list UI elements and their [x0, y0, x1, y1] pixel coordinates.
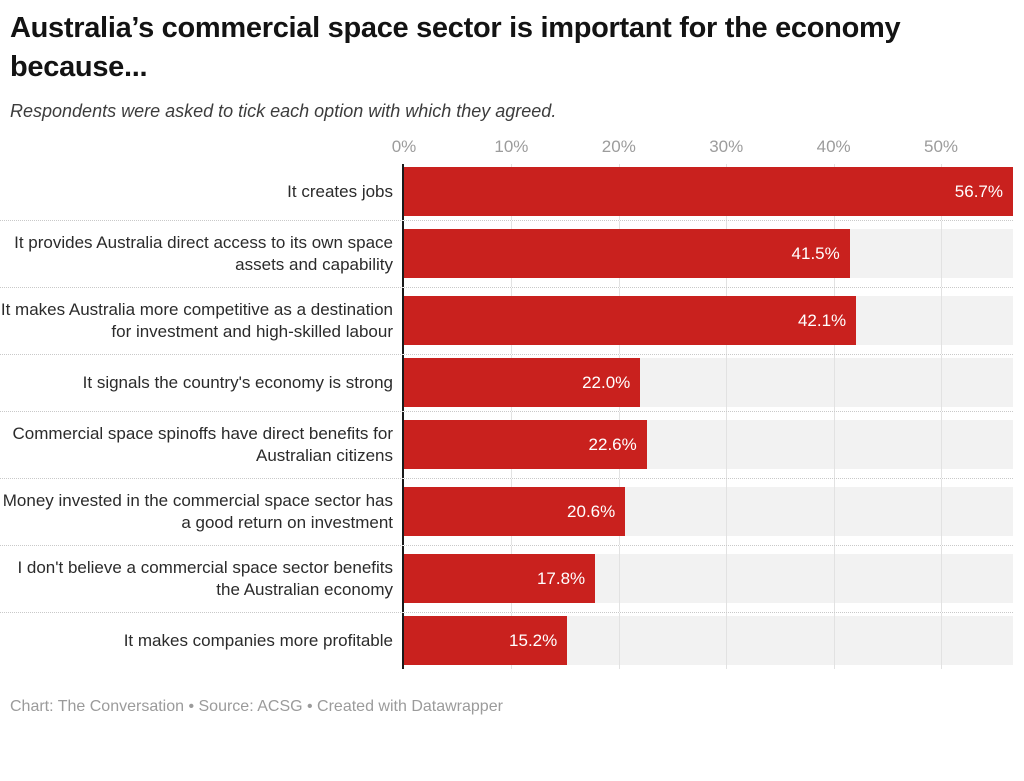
bar-chart: It creates jobs 56.7% It provides Australi… — [0, 163, 1013, 669]
bar-track: 17.8% — [404, 554, 1013, 604]
category-label: I don't believe a commercial space secto… — [17, 557, 393, 599]
bar-area: 42.1% — [402, 287, 1013, 354]
gridline — [833, 478, 835, 545]
gridline — [941, 612, 943, 669]
bar-value-label: 17.8% — [536, 568, 586, 588]
category-label: Commercial space spinoffs have direct be… — [12, 423, 393, 465]
bar-track: 41.5% — [404, 229, 1013, 279]
category-label: It provides Australia direct access to i… — [14, 232, 393, 274]
bar-track: 22.6% — [404, 420, 1013, 470]
bar: 20.6% — [404, 487, 626, 537]
chart-row: It makes companies more profitable 15.2% — [0, 611, 1013, 669]
bar-value-label: 22.6% — [588, 434, 637, 454]
chart-row: It creates jobs 56.7% — [0, 163, 1013, 220]
category-label: It makes Australia more competitive as a… — [0, 299, 393, 341]
gridline — [726, 354, 728, 411]
bar-value-label: 20.6% — [567, 501, 616, 521]
x-tick-label: 0% — [391, 136, 417, 156]
chart-row: Commercial space spinoffs have direct be… — [0, 410, 1013, 478]
category-label: It signals the country's economy is stro… — [82, 372, 393, 392]
gridline — [833, 612, 835, 669]
gridline — [726, 545, 728, 612]
gridline — [618, 612, 620, 669]
bar-track: 22.0% — [404, 358, 1013, 408]
gridline — [833, 545, 835, 612]
gridline — [941, 545, 943, 612]
gridline — [618, 545, 620, 612]
bar-value-label: 15.2% — [509, 630, 558, 650]
bar-area: 20.6% — [402, 478, 1013, 545]
bar-track: 42.1% — [404, 296, 1013, 346]
gridline — [726, 612, 728, 669]
chart-row: Money invested in the commercial space s… — [0, 477, 1013, 545]
x-tick-label: 10% — [494, 136, 529, 156]
chart-row: I don't believe a commercial space secto… — [0, 544, 1013, 612]
gridline — [941, 411, 943, 478]
gridline — [833, 411, 835, 478]
bar: 42.1% — [404, 296, 857, 346]
bar-track: 20.6% — [404, 487, 1013, 537]
gridline — [941, 354, 943, 411]
x-tick-label: 30% — [709, 136, 744, 156]
x-tick-label: 50% — [924, 136, 959, 156]
bar: 56.7% — [404, 167, 1013, 217]
chart-row: It provides Australia direct access to i… — [0, 219, 1013, 287]
bar-value-label: 42.1% — [797, 310, 847, 330]
bar: 22.6% — [404, 420, 647, 470]
chart-title: Australia’s commercial space sector is i… — [10, 12, 901, 84]
bar-area: 22.6% — [402, 411, 1013, 478]
bar-area: 41.5% — [402, 220, 1013, 287]
x-tick-label: 20% — [601, 136, 636, 156]
bar-area: 17.8% — [402, 545, 1013, 612]
gridline — [941, 478, 943, 545]
gridline — [726, 411, 728, 478]
bar: 15.2% — [404, 616, 568, 666]
bar-area: 56.7% — [402, 163, 1013, 220]
x-axis: 0% 10% 20% 30% 40% 50% — [392, 136, 1013, 159]
bar-value-label: 56.7% — [954, 181, 1003, 201]
bar-area: 15.2% — [402, 612, 1013, 669]
chart-row: It signals the country's economy is stro… — [0, 353, 1013, 411]
bar-area: 22.0% — [402, 354, 1013, 411]
bar-value-label: 22.0% — [582, 372, 631, 392]
gridline — [726, 478, 728, 545]
category-label: Money invested in the commercial space s… — [2, 490, 393, 532]
chart-row: It makes Australia more competitive as a… — [0, 286, 1013, 354]
bar: 22.0% — [404, 358, 641, 408]
bar-value-label: 41.5% — [791, 243, 840, 263]
bar-track: 56.7% — [404, 167, 1013, 217]
chart-footer: Chart: The Conversation • Source: ACSG •… — [10, 697, 503, 715]
x-tick-label: 40% — [816, 136, 851, 156]
category-label: It creates jobs — [287, 181, 393, 201]
chart-subtitle: Respondents were asked to tick each opti… — [10, 100, 557, 121]
bar-track: 15.2% — [404, 616, 1013, 666]
chart-header: Australia’s commercial space sector is i… — [0, 9, 1024, 122]
bar: 41.5% — [404, 229, 850, 279]
bar: 17.8% — [404, 554, 596, 604]
category-label: It makes companies more profitable — [123, 630, 393, 650]
gridline — [941, 220, 943, 287]
gridline — [833, 354, 835, 411]
gridline — [941, 287, 943, 354]
